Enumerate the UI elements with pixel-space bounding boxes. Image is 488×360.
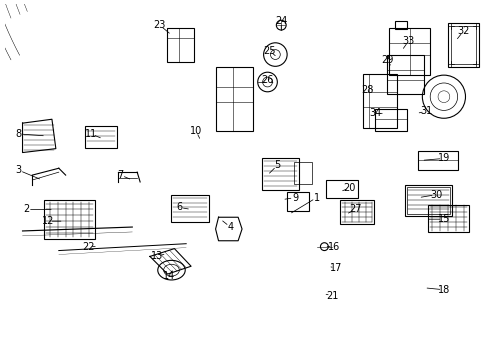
Text: 1: 1 [313, 193, 319, 203]
Bar [166, 28, 194, 62]
Text: 3: 3 [16, 165, 21, 175]
Bar [418, 150, 457, 170]
Bar [427, 204, 468, 232]
Text: 18: 18 [437, 285, 449, 295]
Text: 15: 15 [437, 214, 449, 224]
Text: 11: 11 [85, 129, 97, 139]
Bar [215, 67, 252, 131]
Text: 8: 8 [16, 129, 21, 139]
Text: 33: 33 [402, 36, 414, 46]
Bar [388, 28, 429, 75]
Text: 9: 9 [291, 193, 297, 203]
Bar [447, 23, 478, 67]
Text: 28: 28 [361, 85, 373, 95]
Text: 27: 27 [349, 204, 361, 215]
Text: 12: 12 [42, 216, 54, 226]
Bar [375, 109, 406, 131]
Bar [325, 180, 357, 198]
Bar [44, 199, 95, 239]
Text: 6: 6 [176, 202, 182, 212]
Bar [293, 162, 311, 184]
Bar [404, 185, 451, 216]
Text: 24: 24 [274, 16, 287, 26]
Text: 22: 22 [82, 242, 94, 252]
Bar [386, 55, 424, 94]
Text: 32: 32 [456, 26, 469, 36]
Bar [362, 74, 396, 128]
Bar [261, 158, 298, 190]
Text: 7: 7 [117, 170, 123, 180]
Text: 16: 16 [327, 242, 340, 252]
Text: 23: 23 [153, 20, 165, 30]
Bar [394, 21, 406, 29]
Text: 17: 17 [329, 263, 342, 273]
Text: 29: 29 [380, 55, 392, 66]
Text: 19: 19 [437, 153, 449, 163]
Text: 2: 2 [23, 204, 29, 215]
Text: 26: 26 [261, 75, 273, 85]
Text: 34: 34 [368, 108, 381, 118]
Bar [286, 192, 308, 211]
Text: 20: 20 [343, 183, 355, 193]
Text: 31: 31 [419, 107, 431, 116]
Text: 10: 10 [189, 126, 202, 136]
Text: 5: 5 [274, 160, 280, 170]
Bar [85, 126, 116, 148]
Text: 14: 14 [163, 271, 175, 281]
Text: 21: 21 [325, 291, 338, 301]
Text: 4: 4 [227, 222, 233, 232]
Text: 30: 30 [429, 190, 441, 200]
Bar [450, 26, 475, 64]
Text: 13: 13 [150, 251, 163, 261]
Bar [339, 199, 374, 224]
Bar [406, 187, 449, 214]
Bar [171, 195, 208, 222]
Text: 25: 25 [263, 46, 275, 56]
